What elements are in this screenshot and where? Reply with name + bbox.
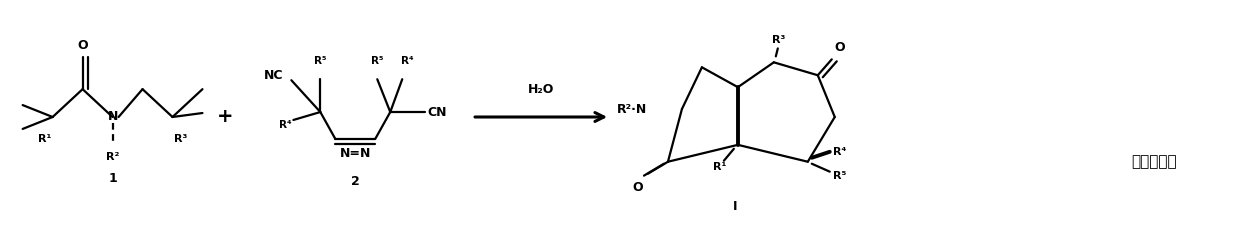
Text: R⁴: R⁴ — [279, 120, 291, 130]
Text: R¹: R¹ — [38, 134, 51, 144]
Text: O: O — [77, 39, 88, 52]
Text: R³: R³ — [772, 36, 786, 45]
Text: O: O — [633, 181, 643, 194]
Text: I: I — [732, 200, 737, 213]
Text: R³: R³ — [173, 134, 187, 144]
Text: R²·N: R²·N — [617, 102, 647, 116]
Text: R⁴: R⁴ — [401, 56, 414, 66]
Text: N=N: N=N — [339, 147, 370, 160]
Text: 2: 2 — [351, 175, 359, 188]
Text: R⁵: R⁵ — [370, 56, 384, 66]
Text: N: N — [108, 110, 118, 124]
Text: R¹: R¹ — [714, 162, 726, 172]
Text: R²: R² — [105, 152, 119, 162]
Text: NC: NC — [264, 69, 284, 82]
Text: R⁵: R⁵ — [313, 56, 327, 66]
Text: （式一）。: （式一）。 — [1131, 154, 1177, 169]
Text: CN: CN — [427, 106, 447, 119]
Text: 1: 1 — [108, 172, 116, 185]
Text: O: O — [834, 41, 845, 54]
Text: R⁵: R⁵ — [833, 171, 846, 181]
Text: +: + — [217, 107, 234, 127]
Text: R⁴: R⁴ — [833, 147, 846, 157]
Text: H₂O: H₂O — [528, 83, 554, 96]
